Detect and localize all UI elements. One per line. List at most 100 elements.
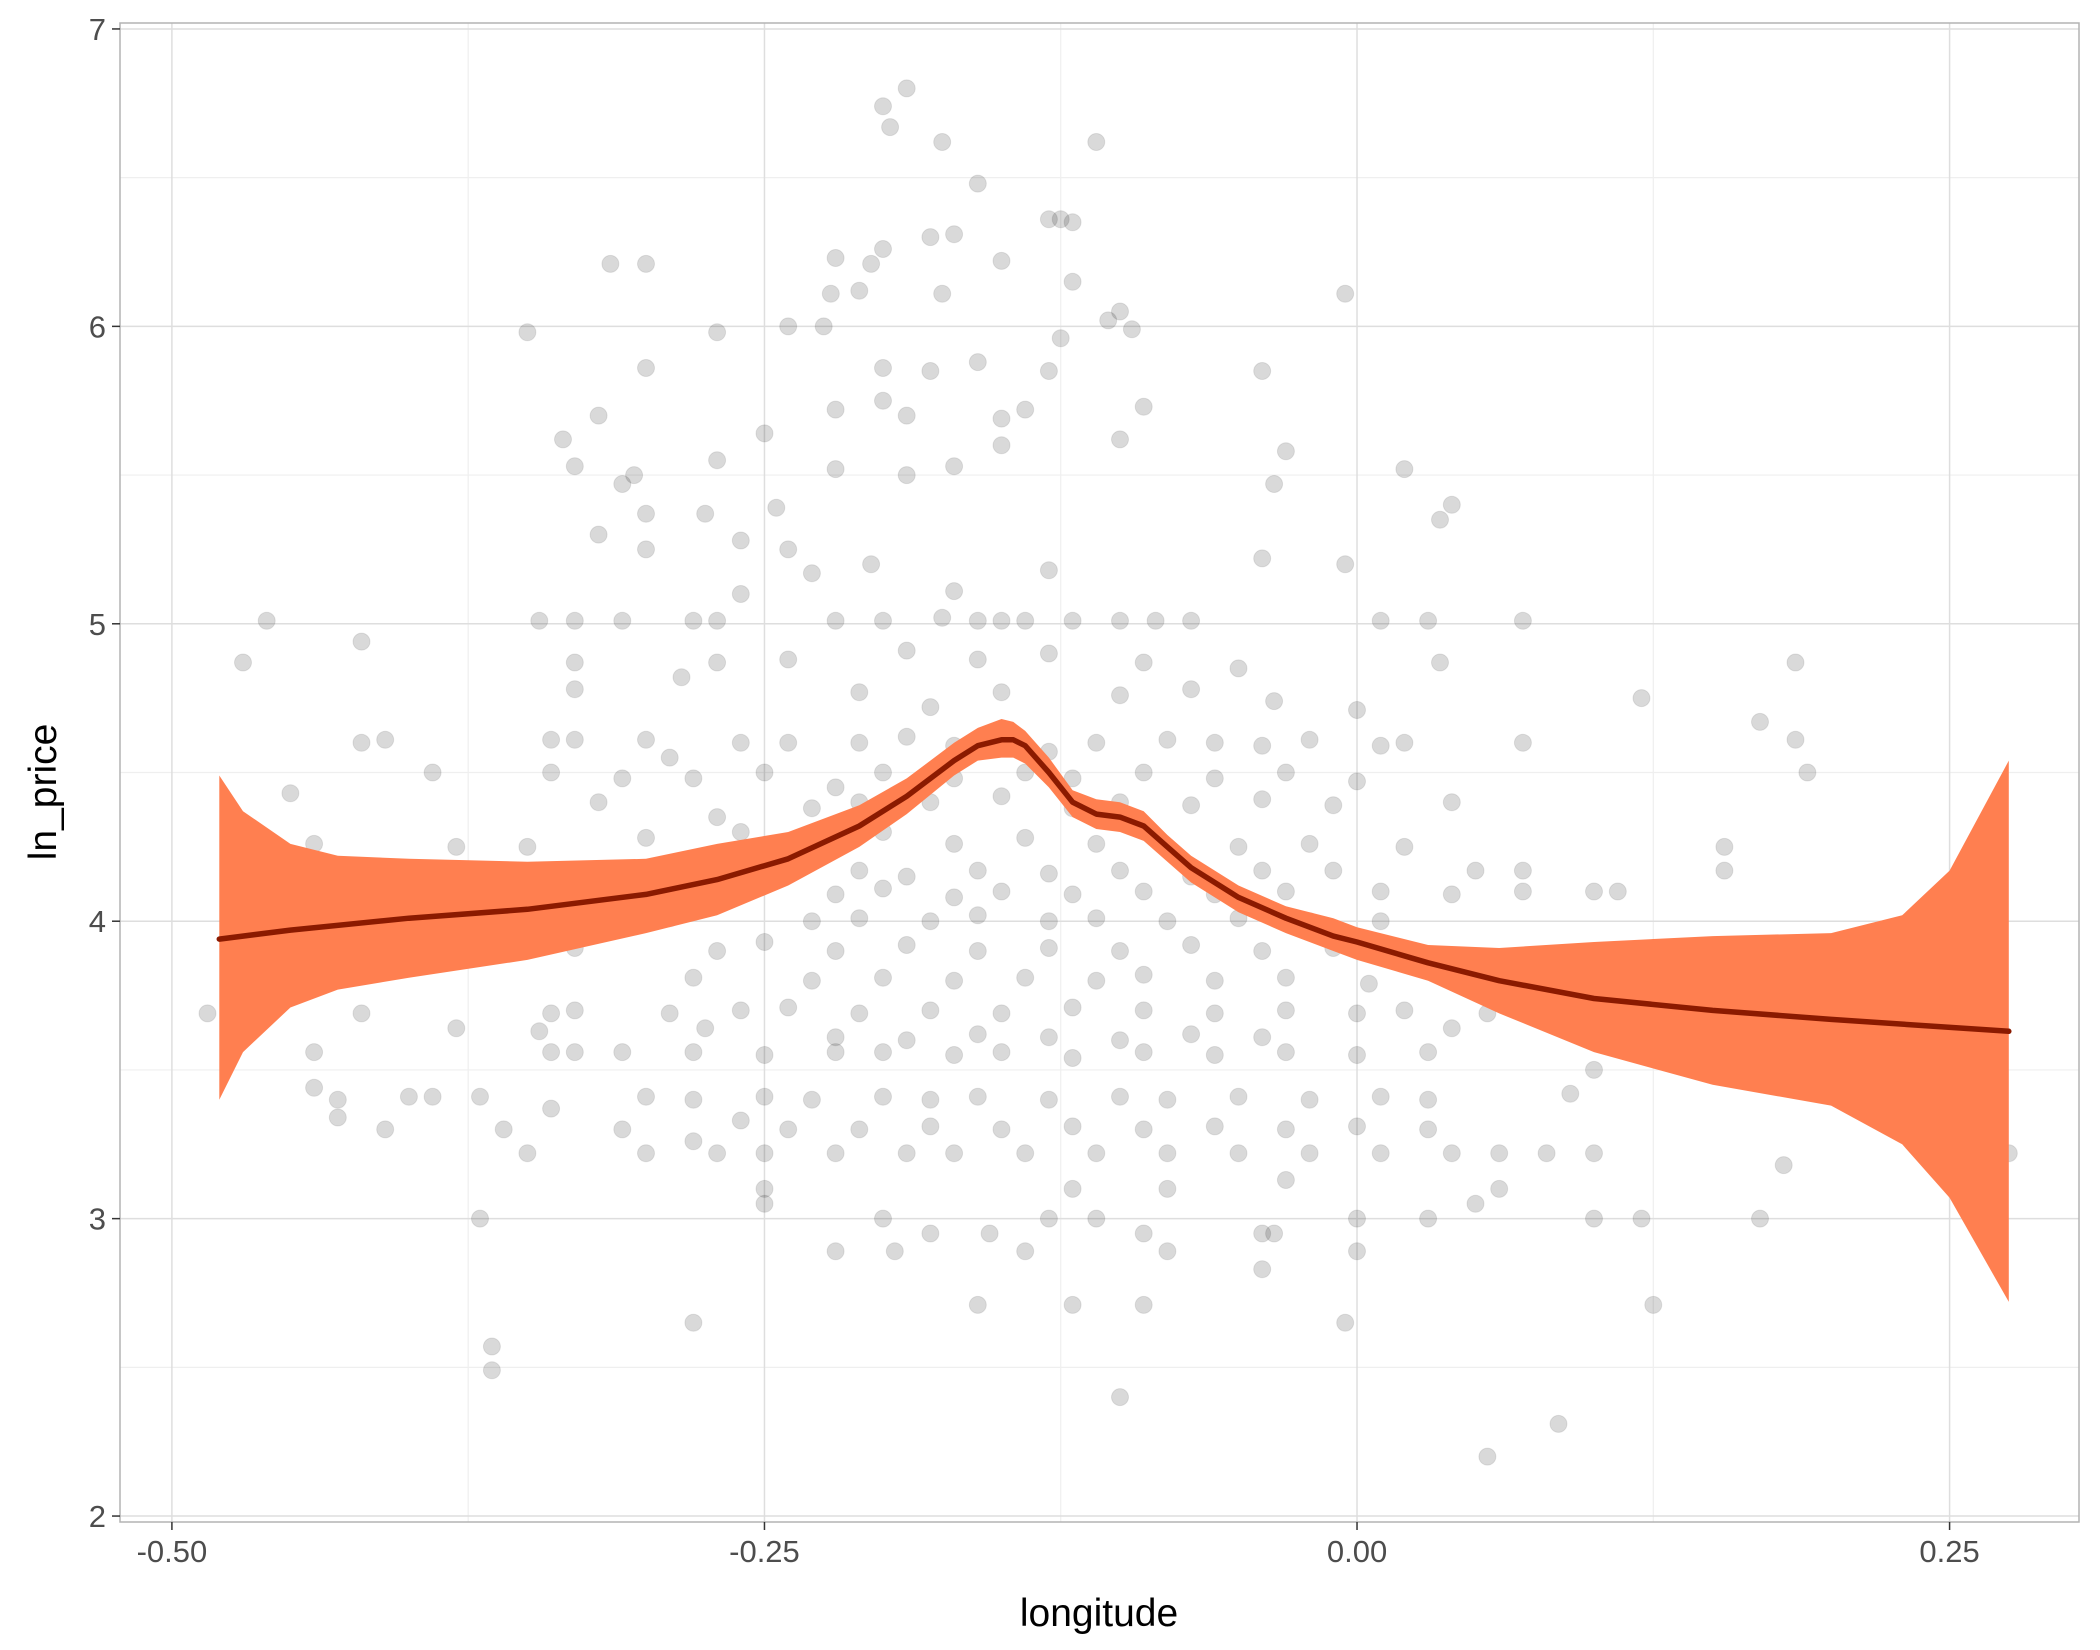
data-point [779,733,798,752]
data-point [1158,912,1177,931]
data-point [850,281,869,300]
data-point [779,998,798,1017]
data-point [1490,1144,1509,1163]
data-point [1395,733,1414,752]
data-point [850,861,869,880]
data-point [1336,1313,1355,1332]
data-point [565,1043,584,1062]
data-point [874,97,892,116]
data-point [933,608,952,627]
data-point [1561,1084,1580,1103]
data-point [1229,1087,1248,1106]
data-point [684,611,703,630]
data-point [708,808,727,827]
data-point [1466,861,1485,880]
data-point [1087,834,1106,853]
x-axis-title: longitude [1020,1592,1178,1635]
data-point [779,650,798,669]
data-point [565,611,584,630]
data-point [1158,1179,1177,1198]
data-point [1134,1224,1153,1243]
data-point [1063,1049,1082,1067]
points-layer [198,79,2018,1466]
data-point [684,1313,703,1332]
data-point [767,498,786,517]
data-point [731,1001,750,1020]
data-point [945,582,964,601]
data-point [613,769,632,788]
data-point [1798,763,1817,782]
data-point [779,317,798,336]
data-point [826,942,845,960]
data-point [542,1043,561,1062]
data-point [874,968,892,987]
data-point [1111,302,1129,321]
data-point [305,1078,324,1097]
data-point [1039,1090,1058,1109]
data-point [874,1043,892,1062]
data-point [731,585,750,603]
data-point [874,611,892,630]
data-point [637,828,655,847]
data-point [862,555,881,574]
data-point [1253,1028,1272,1047]
data-point [897,79,916,98]
data-point [1205,1117,1224,1136]
data-point [755,763,774,782]
data-point [874,1087,892,1106]
data-point [565,680,584,699]
data-point [881,118,900,137]
data-point [992,787,1011,806]
data-point [802,971,821,990]
data-point [921,912,940,931]
data-point [1608,882,1627,901]
data-point [1134,763,1153,782]
data-point [1134,1001,1153,1020]
data-point [589,525,608,544]
data-point [862,254,881,273]
data-point [1786,730,1805,749]
data-point [968,1295,987,1314]
data-point [482,1361,501,1380]
data-point [471,1087,489,1106]
data-point [1632,1209,1651,1228]
data-point [826,1043,845,1062]
data-point [281,784,300,803]
data-point [1039,912,1058,931]
data-point [731,1111,750,1130]
data-point [1253,861,1272,880]
data-point [1276,442,1295,461]
data-point [1419,1209,1438,1228]
data-point [518,323,537,342]
data-point [660,748,679,767]
data-point [1134,882,1153,901]
data-point [1229,837,1248,856]
data-point [1442,885,1461,904]
x-tick-label: 0.25 [1919,1534,1979,1569]
data-point [850,909,869,928]
data-point [1253,942,1272,960]
data-point [352,733,371,752]
data-point [1158,1090,1177,1109]
data-point [897,867,916,886]
data-point [1087,971,1106,990]
data-point [1419,1120,1438,1139]
data-point [755,1087,774,1106]
data-point [1016,763,1035,782]
data-point [897,1144,916,1163]
data-point [613,611,632,630]
data-point [1751,712,1769,731]
data-point [1205,733,1224,752]
data-point [921,362,940,380]
minor-grid [120,23,2079,1522]
data-point [1253,1260,1272,1279]
data-point [447,837,466,856]
data-point [660,1004,679,1023]
data-point [874,1209,892,1228]
data-point [423,763,442,782]
data-point [518,1144,537,1163]
y-tick-label: 5 [89,607,106,642]
data-point [755,1144,774,1163]
data-point [257,611,276,630]
data-point [945,1046,964,1064]
